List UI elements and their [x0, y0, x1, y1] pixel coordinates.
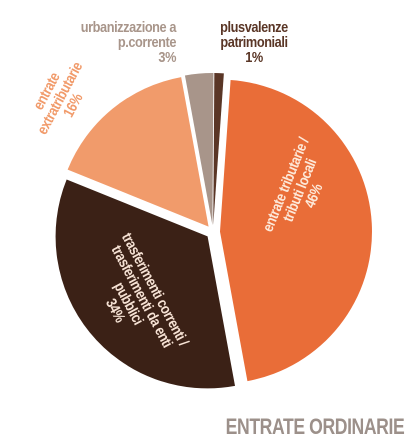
value-label: 3%: [158, 49, 176, 66]
slice-label: plusvalenze patrimoniali 1%: [212, 20, 297, 65]
pie-slice: [184, 73, 214, 226]
slice-label: urbanizzazione a p.corrente 3%: [74, 19, 177, 66]
pie-slice: [55, 179, 236, 389]
pie-slice: [219, 79, 372, 382]
category-label: urbanizzazione a p.corrente: [80, 19, 177, 51]
chart-title: ENTRATE ORDINARIE: [225, 414, 404, 439]
category-label: plusvalenze patrimoniali: [220, 19, 288, 51]
pie-slice: [67, 77, 209, 227]
value-label: 1%: [245, 49, 263, 66]
pie-slice: [213, 73, 224, 226]
